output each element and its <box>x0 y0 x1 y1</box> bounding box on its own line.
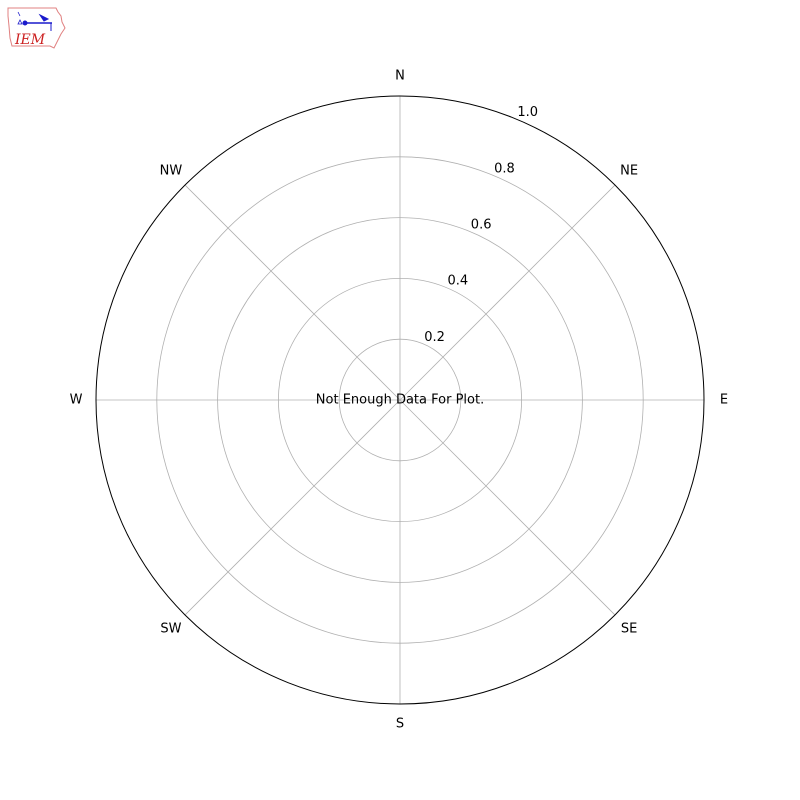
r-tick-label: 0.6 <box>471 217 492 232</box>
theta-label-e: E <box>720 393 728 408</box>
r-gridline <box>338 338 462 462</box>
theta-gridline <box>184 184 401 401</box>
theta-label-s: S <box>396 717 404 732</box>
theta-label-n: N <box>395 69 405 84</box>
theta-label-ne: NE <box>620 163 638 178</box>
theta-label-se: SE <box>621 622 637 637</box>
r-tick-label: 1.0 <box>517 105 538 120</box>
theta-gridline <box>399 184 616 401</box>
r-gridline <box>156 156 644 644</box>
iowa-outline <box>7 7 66 49</box>
no-data-annotation: Not Enough Data For Plot. <box>316 393 484 408</box>
r-tick-label: 0.8 <box>494 161 515 176</box>
theta-gridline <box>184 399 401 616</box>
theta-label-w: W <box>70 393 83 408</box>
r-tick-label: 0.4 <box>448 274 469 289</box>
r-gridline <box>277 277 522 522</box>
polar-outline <box>95 95 705 705</box>
weather-symbol-icon <box>17 11 52 31</box>
iem-logo: IEM <box>7 7 66 49</box>
theta-label-sw: SW <box>160 622 181 637</box>
r-tick-label: 0.2 <box>424 330 445 345</box>
r-gridline <box>217 217 583 583</box>
logo-text: IEM <box>14 32 46 48</box>
theta-label-nw: NW <box>160 163 183 178</box>
theta-gridline <box>399 399 616 616</box>
